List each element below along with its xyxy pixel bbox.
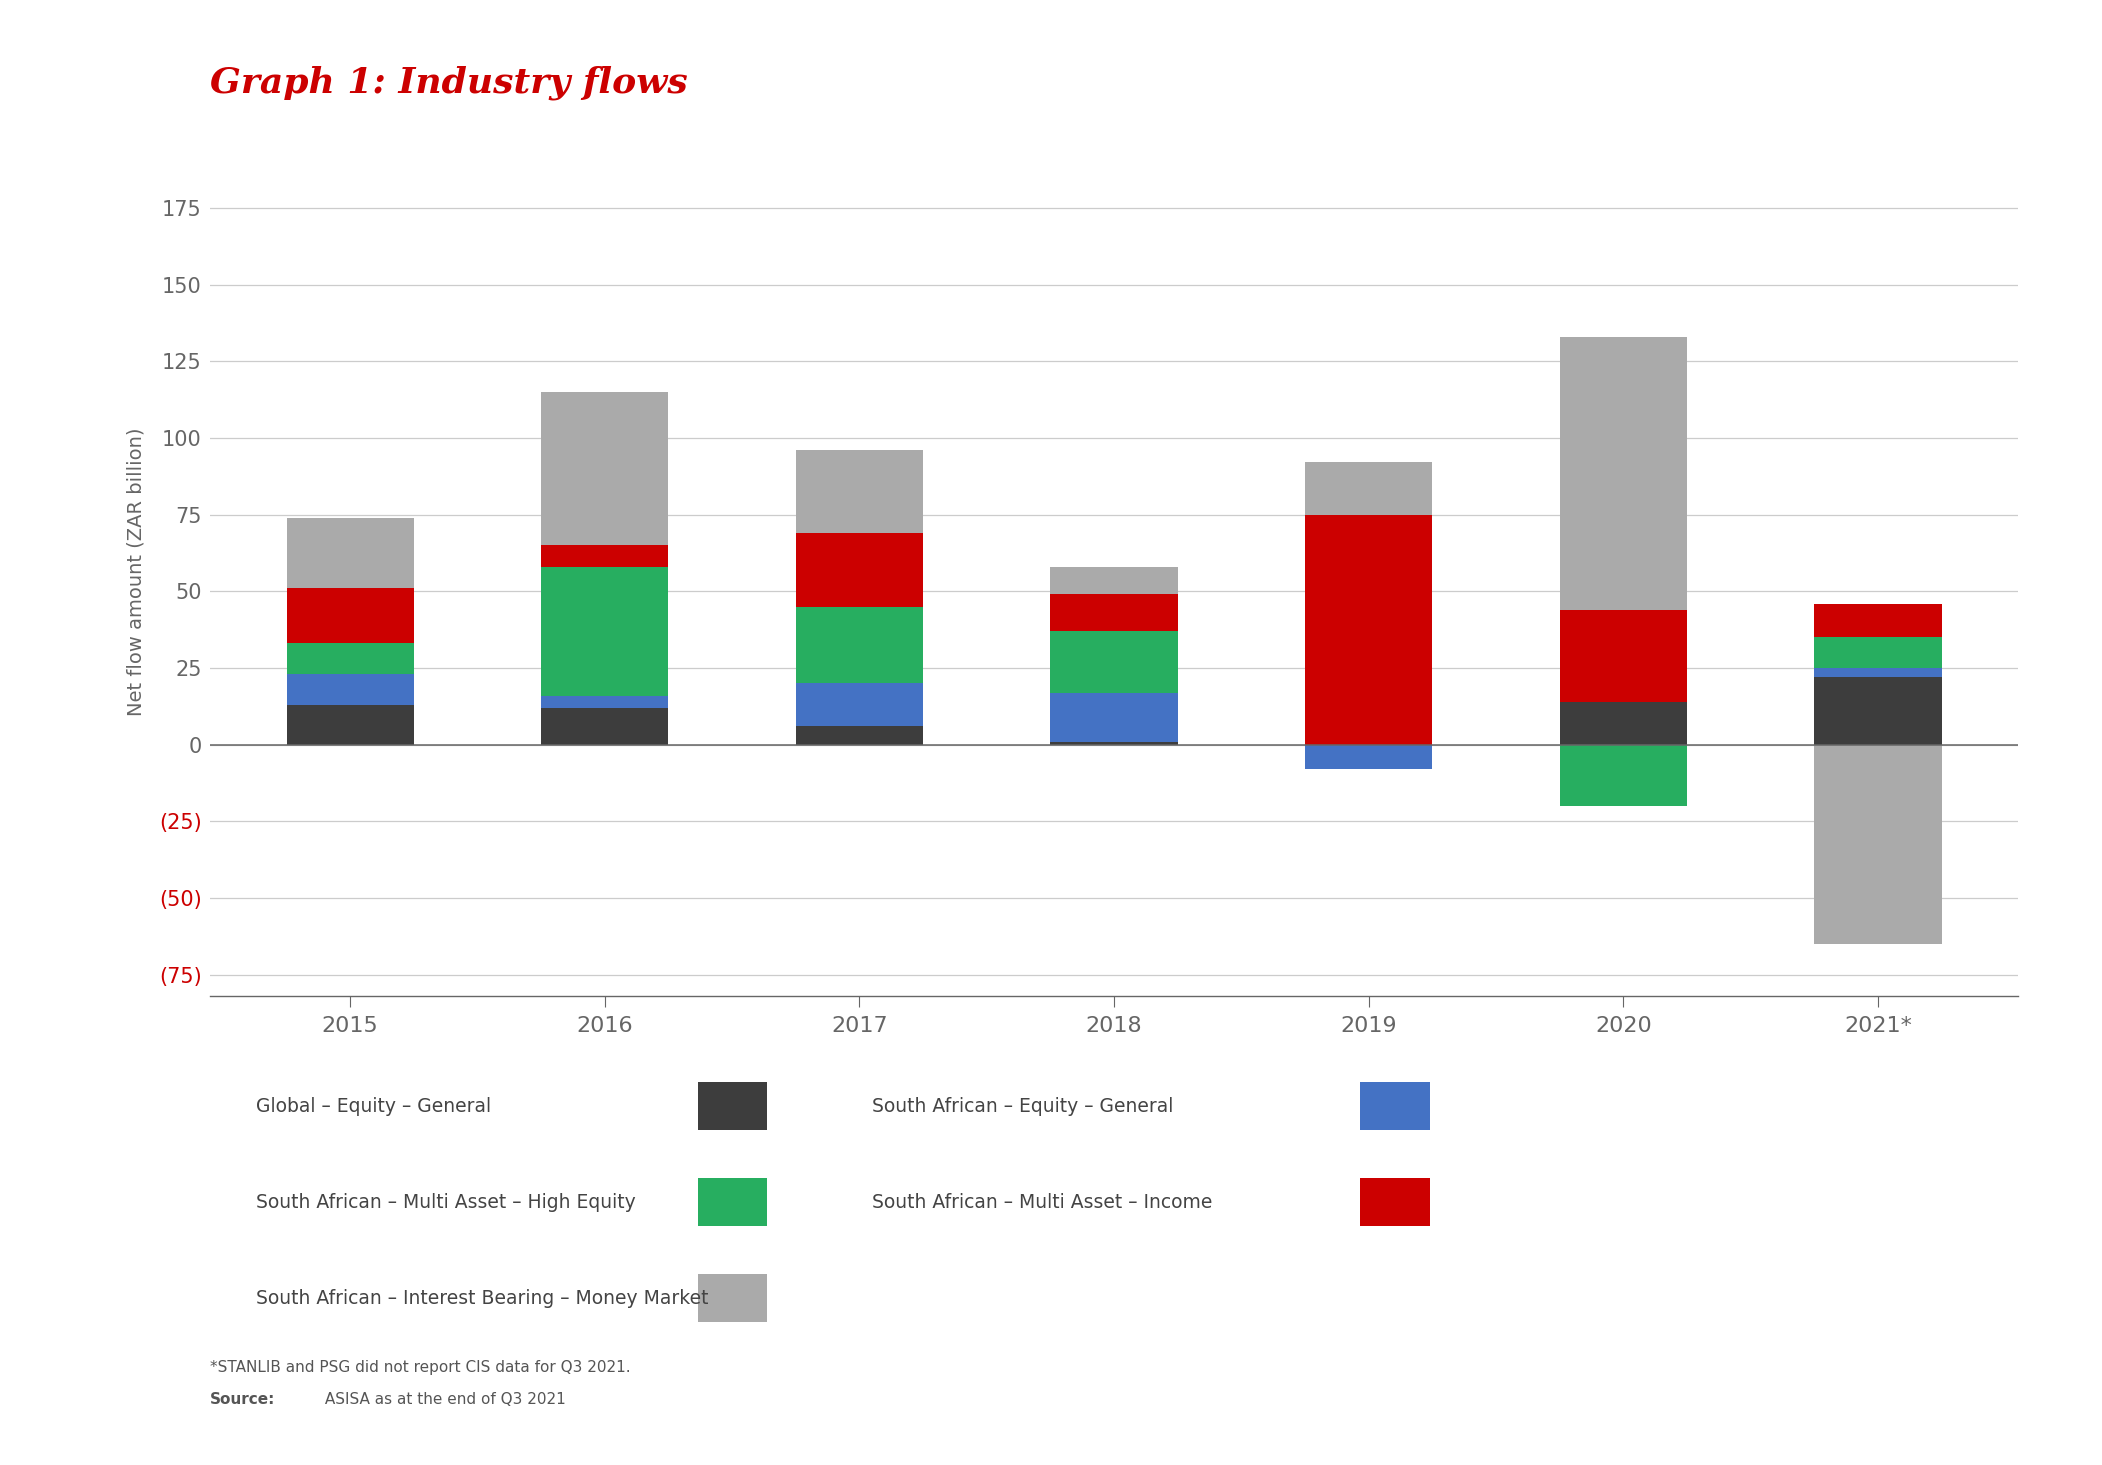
Bar [540,696,668,708]
Bar [1814,604,1942,637]
Bar [797,607,923,683]
Bar [1360,1178,1429,1226]
Text: South African – Multi Asset – Income: South African – Multi Asset – Income [872,1193,1213,1212]
Bar [797,450,923,533]
Bar [540,393,668,545]
Bar [286,705,414,744]
Y-axis label: Net flow amount (ZAR billion): Net flow amount (ZAR billion) [126,428,145,715]
Text: South African – Equity – General: South African – Equity – General [872,1097,1173,1116]
Bar [797,533,923,607]
Text: Graph 1: Industry flows: Graph 1: Industry flows [210,66,687,101]
Bar [797,683,923,727]
Bar [1814,668,1942,677]
Bar [1305,514,1431,744]
Bar [1051,741,1177,744]
Bar [1814,637,1942,668]
Bar [1814,677,1942,744]
Bar [698,1275,767,1323]
Bar [540,545,668,567]
Text: Source:: Source: [210,1392,275,1406]
Text: South African – Multi Asset – High Equity: South African – Multi Asset – High Equit… [256,1193,637,1212]
Bar [286,517,414,589]
Bar [698,1083,767,1131]
Bar [540,567,668,696]
Bar [1305,463,1431,514]
Bar [1051,595,1177,631]
Bar [1560,702,1688,744]
Bar [1051,631,1177,693]
Bar [1360,1083,1429,1131]
Bar [1051,567,1177,595]
Bar [1305,744,1431,769]
Bar [698,1178,767,1226]
Text: *STANLIB and PSG did not report CIS data for Q3 2021.: *STANLIB and PSG did not report CIS data… [210,1360,631,1374]
Bar [286,589,414,643]
Text: Global – Equity – General: Global – Equity – General [256,1097,492,1116]
Bar [1814,744,1942,943]
Bar [286,674,414,705]
Bar [286,643,414,674]
Bar [1560,744,1688,806]
Bar [1560,609,1688,702]
Bar [540,708,668,744]
Bar [1051,693,1177,741]
Text: ASISA as at the end of Q3 2021: ASISA as at the end of Q3 2021 [320,1392,565,1406]
Bar [1560,337,1688,609]
Text: South African – Interest Bearing – Money Market: South African – Interest Bearing – Money… [256,1289,708,1308]
Bar [797,727,923,744]
